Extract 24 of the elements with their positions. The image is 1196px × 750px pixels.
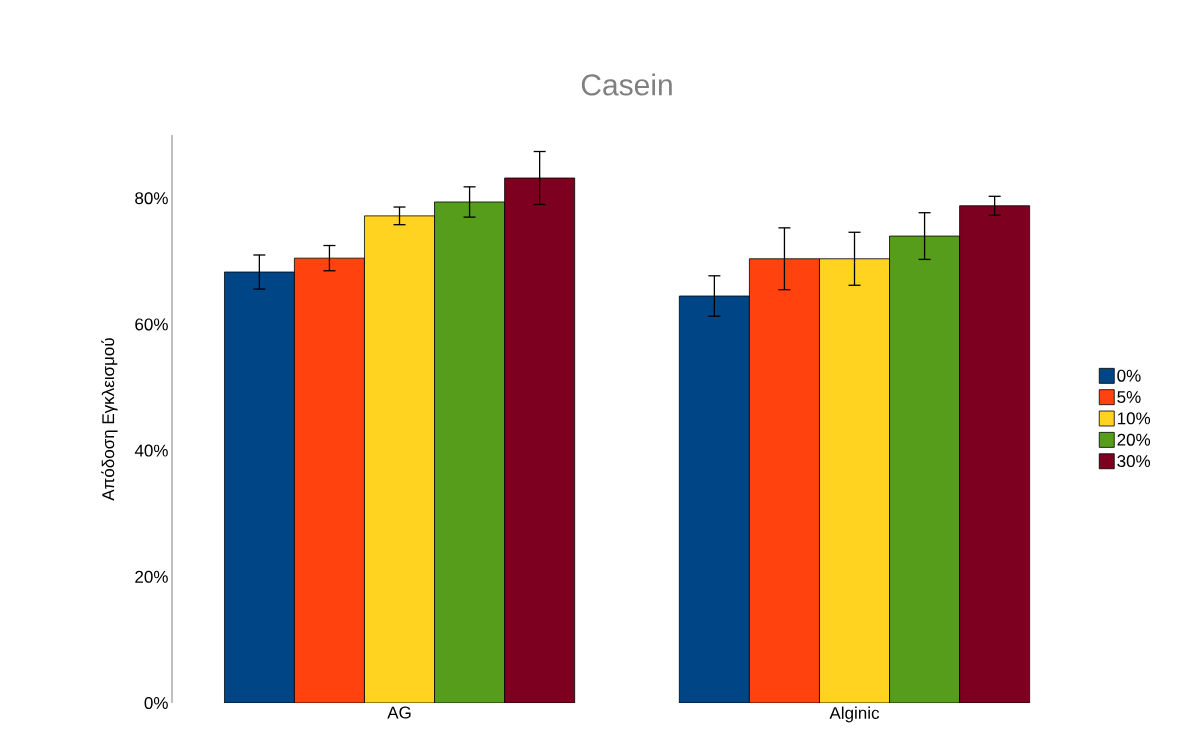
legend-label: 0% [1117, 369, 1141, 382]
legend-label: 20% [1117, 433, 1151, 446]
bar [364, 215, 435, 703]
chart-title: Casein [581, 73, 672, 96]
y-tick-label: 0% [144, 696, 168, 710]
bar [294, 257, 365, 703]
y-axis-title: Απόδοση Εγκλεισμού [101, 338, 118, 501]
x-tick-label: AG [387, 706, 411, 719]
legend-label: 10% [1117, 412, 1151, 425]
y-tick-label: 80% [135, 192, 168, 205]
bar [434, 201, 506, 703]
y-tick-label: 20% [135, 570, 168, 583]
legend-label: 5% [1117, 391, 1141, 403]
legend-label: 30% [1117, 455, 1151, 468]
x-tick-label: Alginic [829, 706, 880, 723]
bar [959, 205, 1031, 703]
y-tick-label: 40% [134, 444, 168, 457]
bar [223, 271, 295, 703]
bar [749, 258, 820, 703]
bar [819, 258, 890, 703]
bar [678, 295, 750, 703]
y-tick-label: 60% [135, 318, 168, 331]
bar [889, 235, 961, 703]
bar [504, 177, 576, 703]
